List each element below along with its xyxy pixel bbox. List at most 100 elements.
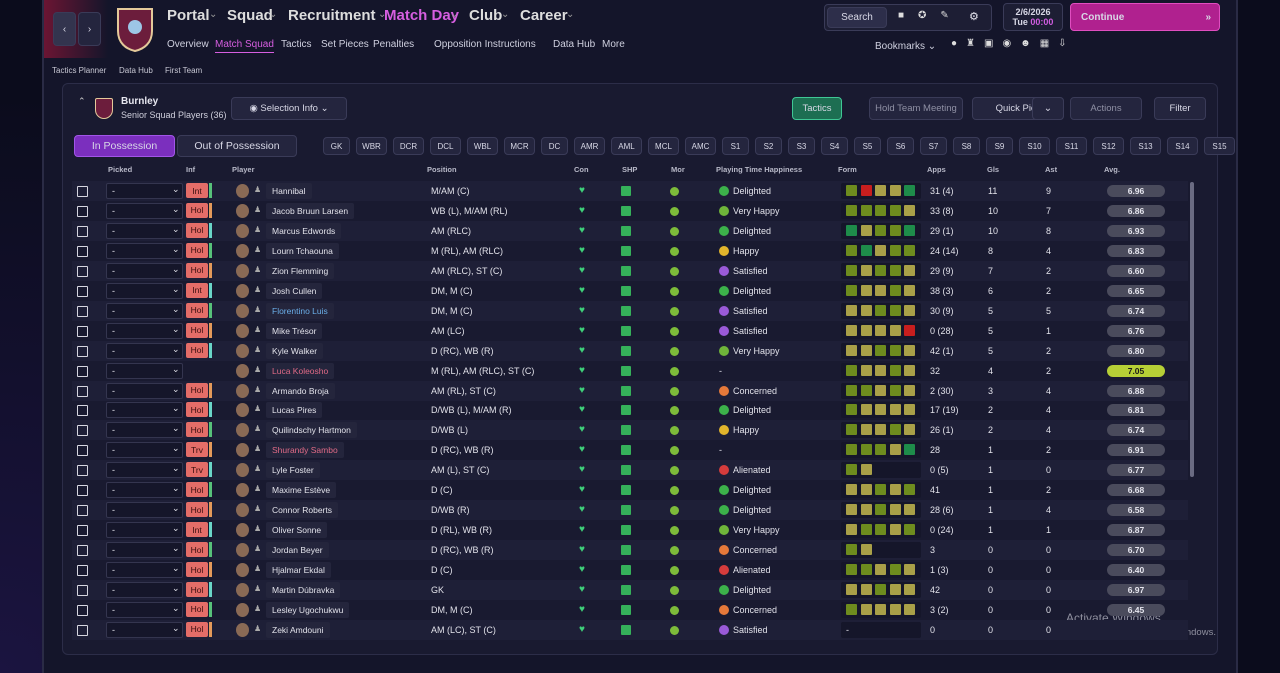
- collapse-icon[interactable]: ⌃: [78, 96, 86, 106]
- row-checkbox[interactable]: [77, 305, 88, 317]
- sub-nav-item[interactable]: Penalties: [373, 39, 415, 50]
- picked-select[interactable]: [106, 382, 183, 399]
- position-filter[interactable]: GK: [323, 137, 350, 155]
- settings-icon[interactable]: ⚙: [969, 11, 979, 23]
- selection-info[interactable]: ◉ Selection Info ⌄: [231, 97, 347, 120]
- picked[interactable]: -: [112, 505, 115, 516]
- row-checkbox[interactable]: [77, 525, 88, 537]
- position-filter[interactable]: S13: [1130, 137, 1161, 155]
- column-header[interactable]: Playing Time Happiness: [716, 165, 803, 174]
- position-filter[interactable]: MCL: [648, 137, 679, 155]
- picked-select[interactable]: [106, 621, 183, 638]
- player-name[interactable]: Connor Roberts: [266, 502, 339, 519]
- column-header[interactable]: Player: [232, 165, 255, 174]
- position-filter[interactable]: DCL: [430, 137, 461, 155]
- forward-button[interactable]: ›: [78, 12, 101, 46]
- player-name[interactable]: Florentino Luis: [266, 302, 334, 319]
- position-filter[interactable]: S15: [1204, 137, 1235, 155]
- toolbar-icons[interactable]: ■✪✎: [898, 10, 963, 21]
- position-filter[interactable]: S10: [1019, 137, 1050, 155]
- picked-select[interactable]: [106, 422, 183, 439]
- scrollbar[interactable]: [1190, 182, 1194, 477]
- picked-select[interactable]: [106, 202, 183, 219]
- sub-nav-item[interactable]: Tactics: [281, 39, 312, 50]
- player-name[interactable]: Lucas Pires: [266, 402, 323, 419]
- player-name[interactable]: Martin Dúbravka: [266, 582, 341, 598]
- picked-select[interactable]: [106, 502, 183, 519]
- picked-select[interactable]: [106, 322, 183, 339]
- panel-button[interactable]: Filter: [1154, 97, 1206, 120]
- nav-item[interactable]: Portal: [167, 7, 210, 24]
- player-name[interactable]: Luca Koleosho: [266, 362, 335, 379]
- player-name[interactable]: Zion Flemming: [266, 262, 335, 279]
- picked[interactable]: -: [112, 545, 115, 556]
- continue-button[interactable]: Continue»: [1070, 3, 1220, 31]
- row-checkbox[interactable]: [77, 565, 88, 577]
- picked[interactable]: -: [112, 225, 115, 236]
- picked[interactable]: -: [112, 325, 115, 336]
- sub-nav-item[interactable]: Opposition Instructions: [434, 39, 536, 50]
- position-filter[interactable]: S6: [887, 137, 914, 155]
- picked[interactable]: -: [112, 465, 115, 476]
- picked-select[interactable]: [106, 402, 183, 419]
- nav-item[interactable]: Career: [520, 7, 568, 24]
- picked[interactable]: -: [112, 305, 115, 316]
- picked-select[interactable]: [106, 242, 183, 259]
- position-filter[interactable]: S14: [1167, 137, 1198, 155]
- picked-select[interactable]: [106, 222, 183, 239]
- position-filter[interactable]: S5: [854, 137, 881, 155]
- picked-select[interactable]: [106, 522, 183, 539]
- picked[interactable]: -: [112, 285, 115, 296]
- column-header[interactable]: Ast: [1045, 165, 1058, 174]
- sub-nav-item[interactable]: Set Pieces: [321, 39, 369, 50]
- row-checkbox[interactable]: [77, 545, 88, 557]
- player-name[interactable]: Lesley Ugochukwu: [266, 601, 350, 618]
- row-checkbox[interactable]: [77, 285, 88, 297]
- picked[interactable]: -: [112, 485, 115, 496]
- picked[interactable]: -: [112, 365, 115, 376]
- picked[interactable]: -: [112, 265, 115, 276]
- picked-select[interactable]: [106, 282, 183, 299]
- picked-select[interactable]: [106, 442, 183, 459]
- player-name[interactable]: Mike Trésor: [266, 322, 323, 339]
- picked[interactable]: -: [112, 205, 115, 216]
- picked[interactable]: -: [112, 565, 115, 576]
- breadcrumb-item[interactable]: Data Hub: [119, 66, 153, 75]
- date-box[interactable]: 2/6/2026 Tue 00:00: [1003, 3, 1063, 31]
- position-filter[interactable]: S4: [821, 137, 848, 155]
- nav-item[interactable]: Squad: [227, 7, 273, 24]
- row-checkbox[interactable]: [77, 325, 88, 337]
- row-checkbox[interactable]: [77, 604, 88, 616]
- position-filter[interactable]: S7: [920, 137, 947, 155]
- row-checkbox[interactable]: [77, 465, 88, 477]
- player-name[interactable]: Josh Cullen: [266, 282, 323, 299]
- position-filter[interactable]: WBL: [467, 137, 498, 155]
- column-header[interactable]: Inf: [186, 165, 196, 174]
- player-name[interactable]: Hjalmar Ekdal: [266, 562, 331, 579]
- back-button[interactable]: ‹: [53, 12, 76, 46]
- position-filter[interactable]: S8: [953, 137, 980, 155]
- row-checkbox[interactable]: [77, 205, 88, 217]
- player-name[interactable]: Zeki Amdouni: [266, 621, 330, 638]
- panel-button[interactable]: Hold Team Meeting: [869, 97, 963, 120]
- possession-tab[interactable]: Out of Possession: [177, 135, 297, 157]
- row-checkbox[interactable]: [77, 585, 88, 596]
- column-header[interactable]: Gls: [987, 165, 1000, 174]
- sub-nav-item[interactable]: More: [602, 39, 625, 50]
- player-name[interactable]: Lyle Foster: [266, 462, 320, 479]
- picked-select[interactable]: [106, 302, 183, 319]
- picked[interactable]: -: [112, 585, 115, 595]
- picked-select[interactable]: [106, 562, 183, 579]
- picked[interactable]: -: [112, 245, 115, 256]
- column-header[interactable]: Mor: [671, 165, 685, 174]
- picked-select[interactable]: [106, 482, 183, 499]
- player-name[interactable]: Lourn Tchaouna: [266, 242, 339, 259]
- position-filter[interactable]: DC: [541, 137, 568, 155]
- row-checkbox[interactable]: [77, 385, 88, 397]
- row-checkbox[interactable]: [77, 485, 88, 497]
- row-checkbox[interactable]: [77, 245, 88, 257]
- position-filter[interactable]: MCR: [504, 137, 535, 155]
- player-name[interactable]: Jordan Beyer: [266, 542, 329, 559]
- position-filter[interactable]: WBR: [356, 137, 387, 155]
- position-filter[interactable]: AMC: [685, 137, 716, 155]
